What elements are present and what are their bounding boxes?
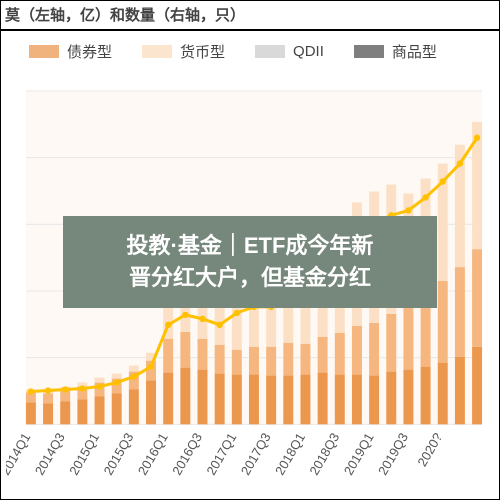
svg-text:2016Q3: 2016Q3 — [169, 430, 205, 477]
svg-text:2015Q3: 2015Q3 — [100, 430, 136, 477]
svg-text:2014Q3: 2014Q3 — [32, 430, 68, 477]
legend-swatch — [255, 45, 285, 58]
overlay-line2: 晋分红大户，但基金分红 — [71, 262, 429, 294]
legend-swatch — [142, 45, 172, 58]
svg-text:2017Q3: 2017Q3 — [238, 430, 274, 477]
legend-label: 商品型 — [392, 41, 437, 62]
svg-text:2016Q1: 2016Q1 — [135, 430, 171, 477]
legend-label: 债券型 — [67, 41, 112, 62]
overlay-banner: 投教·基金｜ETF成今年新 晋分红大户，但基金分红 — [63, 216, 437, 308]
svg-text:2015Q1: 2015Q1 — [66, 430, 102, 477]
legend-item: 商品型 — [354, 41, 437, 62]
svg-text:2018Q3: 2018Q3 — [306, 430, 342, 477]
overlay-line1: 投教·基金｜ETF成今年新 — [71, 230, 429, 262]
svg-text:2020?: 2020? — [414, 430, 445, 469]
legend-label: 货币型 — [180, 41, 225, 62]
legend-swatch — [354, 45, 384, 58]
legend-label: QDII — [293, 43, 324, 60]
header-title: 莫（左轴，亿）和数量（右轴，只） — [5, 7, 245, 24]
legend-item: 货币型 — [142, 41, 225, 62]
svg-text:2019Q3: 2019Q3 — [375, 430, 411, 477]
legend-item: QDII — [255, 43, 324, 60]
legend-swatch — [29, 45, 59, 58]
chart-header: 莫（左轴，亿）和数量（右轴，只） — [1, 1, 499, 31]
legend: 债券型 货币型 QDII 商品型 — [1, 41, 499, 62]
svg-text:2014Q1: 2014Q1 — [6, 430, 33, 477]
svg-text:2018Q1: 2018Q1 — [272, 430, 308, 477]
legend-item: 债券型 — [29, 41, 112, 62]
svg-text:2017Q1: 2017Q1 — [203, 430, 239, 477]
svg-text:2019Q1: 2019Q1 — [341, 430, 377, 477]
